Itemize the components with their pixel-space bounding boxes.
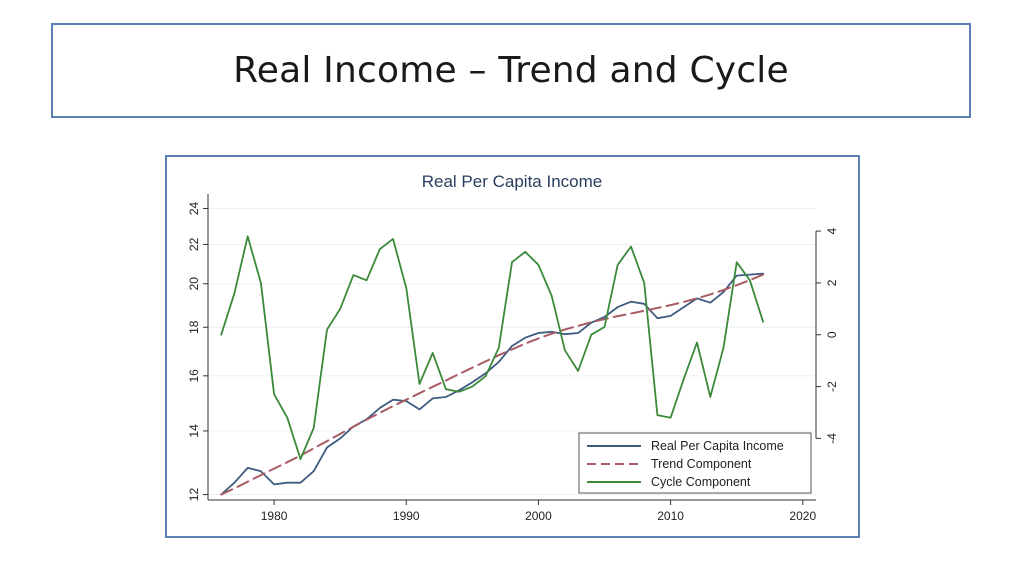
- series-line-cycle-component: [220, 235, 764, 461]
- y-left-tick-label: 22: [187, 237, 201, 251]
- slide-title: Real Income – Trend and Cycle: [233, 50, 789, 91]
- legend-entry: Real Per Capita Income: [651, 439, 784, 453]
- y-left-tick-label: 18: [187, 320, 201, 334]
- y-left-tick-label: 14: [187, 424, 201, 438]
- x-tick-label: 2000: [525, 509, 552, 523]
- y-right-tick-label: -4: [825, 433, 839, 444]
- y-right-tick-label: 2: [825, 279, 839, 286]
- series-layer: [220, 235, 765, 496]
- gridlines: [208, 208, 816, 496]
- y-right-tick-label: 0: [825, 331, 839, 338]
- y-right-tick-label: 4: [825, 227, 839, 234]
- y-left-tick-label: 20: [187, 277, 201, 291]
- legend-entry: Cycle Component: [651, 475, 751, 489]
- x-tick-label: 2020: [789, 509, 816, 523]
- y-left-tick-label: 24: [187, 202, 201, 216]
- series-line-real-per-capita-income: [220, 272, 764, 496]
- y-left-tick-label: 16: [187, 369, 201, 383]
- y-right-tick-label: -2: [825, 381, 839, 392]
- slide-title-box: Real Income – Trend and Cycle: [51, 23, 971, 118]
- y-left-tick-label: 12: [187, 488, 201, 502]
- x-tick-label: 1980: [261, 509, 288, 523]
- series-line-trend-component: [220, 273, 765, 496]
- legend: Real Per Capita Income Trend Component Cyc…: [578, 432, 812, 494]
- chart-frame: Real Per Capita Income 12 14 16 18 20 22 24 -4-…: [165, 155, 860, 538]
- x-tick-label: 2010: [657, 509, 684, 523]
- chart-title: Real Per Capita Income: [422, 172, 602, 191]
- legend-entry: Trend Component: [651, 457, 752, 471]
- x-tick-label: 1990: [393, 509, 420, 523]
- income-chart: Real Per Capita Income 12141618202224-4-…: [167, 157, 858, 536]
